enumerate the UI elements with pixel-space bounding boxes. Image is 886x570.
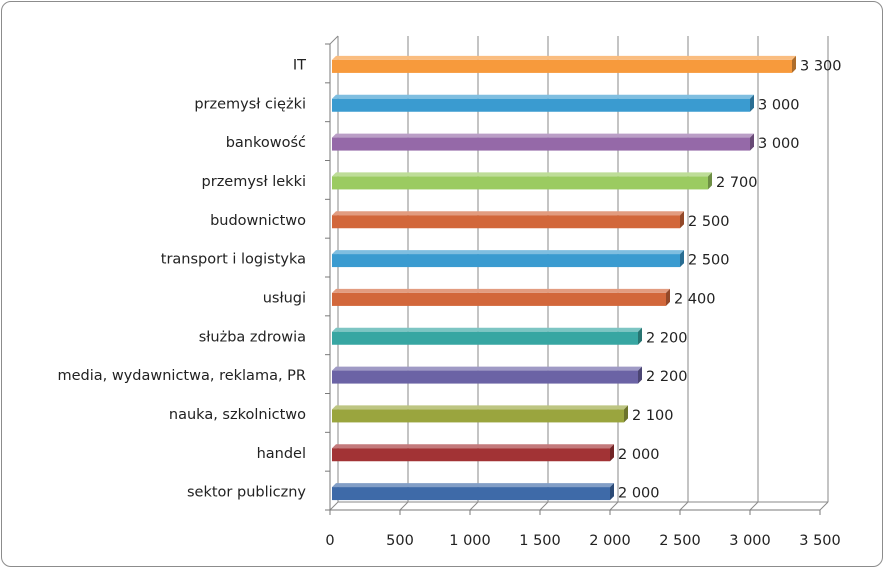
x-tick-labels: 0 500 1 000 1 500 2 000 2 500 3 000 3 500 (325, 533, 840, 549)
bar-top-face (332, 366, 642, 371)
bar (332, 55, 796, 73)
category-label: przemysł lekki (202, 174, 306, 190)
bar-front-face (332, 409, 624, 423)
axes (325, 43, 821, 515)
value-label: 2 700 (716, 175, 758, 191)
value-labels: 3 300 3 000 3 000 2 700 2 500 2 500 2 400 2 200… (618, 58, 842, 501)
bar-top-face (332, 94, 754, 99)
x-tick-label: 2 500 (659, 533, 701, 549)
value-label: 2 200 (646, 369, 688, 385)
floor-gridline (469, 501, 479, 511)
x-tick-label: 3 000 (729, 533, 771, 549)
bar-end-face (680, 250, 684, 268)
bar (332, 288, 670, 306)
bar-front-face (332, 487, 610, 501)
bar-top-face (332, 133, 754, 138)
bar-end-face (638, 366, 642, 384)
bar-top-face (332, 211, 684, 216)
x-tick-label: 1 000 (449, 533, 491, 549)
floor-gridline (749, 501, 759, 511)
bar-front-face (332, 176, 708, 190)
value-label: 2 200 (646, 330, 688, 346)
bar-top-face (332, 444, 614, 449)
bar (332, 211, 684, 229)
value-label: 2 100 (632, 408, 674, 424)
bar (332, 405, 628, 423)
x-tick-label: 0 (325, 533, 334, 549)
x-tick-label: 3 500 (799, 533, 841, 549)
bar-top-face (332, 327, 642, 332)
bar (332, 172, 712, 190)
category-label: usługi (263, 290, 306, 306)
value-label: 3 300 (800, 58, 842, 74)
category-label: bankowość (226, 135, 306, 151)
category-labels: IT przemysł ciężki bankowość przemysł lekki… (57, 57, 306, 500)
bar-top-face (332, 55, 796, 60)
bar-front-face (332, 448, 610, 462)
floor-gridline (399, 501, 409, 511)
bar-end-face (638, 327, 642, 345)
bar-front-face (332, 254, 680, 268)
bar (332, 444, 614, 462)
bar-end-face (666, 288, 670, 306)
bar-top-face (332, 405, 628, 410)
category-label: nauka, szkolnictwo (169, 407, 306, 423)
bar-end-face (610, 444, 614, 462)
wall-diagonal (329, 35, 339, 45)
value-label: 2 500 (688, 253, 730, 269)
floor-gridline (609, 501, 619, 511)
value-label: 2 000 (618, 486, 660, 502)
category-label: transport i logistyka (161, 252, 306, 268)
bar-end-face (680, 211, 684, 229)
category-label: IT (293, 57, 306, 73)
bar-front-face (332, 59, 792, 73)
bar-end-face (750, 133, 754, 151)
bar (332, 483, 614, 501)
bar (332, 94, 754, 112)
value-label: 3 000 (758, 97, 800, 113)
bar-end-face (624, 405, 628, 423)
bar-front-face (332, 137, 750, 151)
bar-front-face (332, 331, 638, 345)
bar-front-face (332, 292, 666, 306)
x-tick-label: 1 500 (519, 533, 561, 549)
category-label: media, wydawnictwa, reklama, PR (57, 368, 306, 384)
bar-end-face (792, 55, 796, 73)
bar-top-face (332, 483, 614, 488)
bar (332, 366, 642, 384)
bar-end-face (610, 483, 614, 501)
bar-top-face (332, 172, 712, 177)
category-label: sektor publiczny (187, 485, 306, 501)
bar-end-face (750, 94, 754, 112)
category-label: handel (257, 446, 306, 462)
category-label: budownictwo (210, 213, 306, 229)
category-label: przemysł ciężki (194, 96, 306, 112)
bar-front-face (332, 98, 750, 112)
bar-end-face (708, 172, 712, 190)
value-label: 2 500 (688, 214, 730, 230)
bar-front-face (332, 215, 680, 229)
floor-gridline (679, 501, 689, 511)
bar (332, 133, 754, 151)
bar (332, 250, 684, 268)
value-label: 2 400 (674, 291, 716, 307)
bar-front-face (332, 370, 638, 384)
x-tick-label: 500 (386, 533, 414, 549)
category-label: służba zdrowia (199, 329, 306, 345)
floor-gridline (819, 501, 829, 511)
value-label: 2 000 (618, 447, 660, 463)
bars (332, 55, 796, 501)
bar-top-face (332, 250, 684, 255)
value-label: 3 000 (758, 136, 800, 152)
floor-gridline (539, 501, 549, 511)
bar (332, 327, 642, 345)
floor-gridline (329, 501, 339, 511)
x-tick-label: 2 000 (589, 533, 631, 549)
bar-top-face (332, 288, 670, 293)
gridlines (329, 35, 829, 511)
